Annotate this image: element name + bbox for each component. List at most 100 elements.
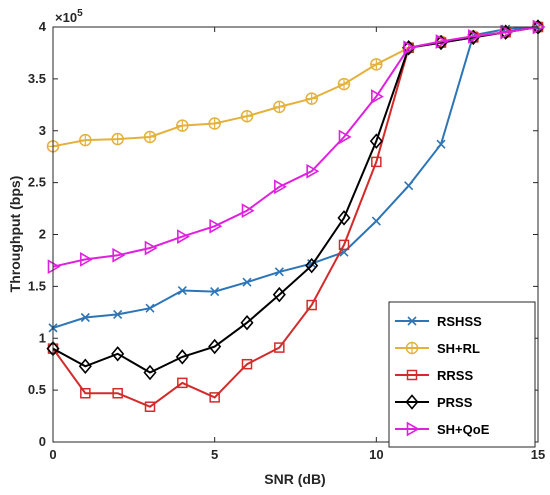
marker-diamond [78, 358, 92, 375]
series-line-prss [52, 26, 539, 374]
legend-label: RRSS [437, 368, 473, 383]
data-point-sh-qoe [144, 240, 158, 256]
marker-diamond [111, 346, 125, 362]
data-point-prss [175, 349, 189, 365]
data-point-rrss [80, 387, 91, 399]
series-line-sh-qoe [52, 26, 539, 268]
legend-item-sh-rl: SH+RL [395, 341, 480, 356]
legend-label: PRSS [437, 395, 473, 410]
data-point-prss [305, 257, 319, 274]
marker-triangle [468, 28, 481, 44]
x-axis-label: SNR (dB) [264, 471, 325, 487]
marker-triangle [209, 218, 223, 234]
y-tick-label: 0.5 [28, 382, 46, 397]
y-scale-exponent: 5 [77, 8, 83, 19]
marker-triangle [338, 129, 352, 145]
data-point-sh-rl [305, 92, 318, 105]
series-line-rshss [52, 26, 539, 329]
marker-triangle [274, 179, 287, 195]
series-rshss [48, 22, 543, 333]
data-point-rrss [241, 358, 253, 370]
data-point-sh-rl [370, 58, 383, 71]
marker-stroke [407, 316, 417, 326]
y-scale-label: ×105 [55, 8, 83, 25]
marker-triangle [112, 247, 126, 263]
marker-triangle [80, 252, 93, 267]
data-point-rrss [112, 387, 123, 399]
data-point-rshss [177, 285, 187, 296]
marker-stroke [242, 277, 252, 287]
y-tick-label: 1 [39, 330, 46, 345]
data-point-sh-rl [111, 132, 124, 146]
data-point-sh-qoe [403, 40, 417, 56]
data-point-sh-qoe [80, 252, 93, 267]
marker-square [406, 369, 418, 381]
marker-square [306, 299, 317, 311]
marker-stroke [404, 181, 414, 191]
data-point-rrss [209, 392, 220, 403]
marker-square [274, 342, 285, 353]
data-point-prss [143, 364, 157, 381]
data-point-sh-rl [176, 119, 189, 132]
marker-stroke [436, 139, 446, 149]
marker-triangle [47, 259, 61, 275]
marker-square [112, 387, 123, 399]
data-point-prss [272, 286, 286, 303]
data-point-rshss [113, 309, 123, 319]
marker-diamond [208, 338, 222, 355]
x-tick-label: 15 [531, 447, 545, 462]
marker-square [338, 239, 350, 251]
marker-square [144, 401, 156, 412]
y-tick-label: 0 [39, 434, 46, 449]
data-point-rrss [338, 239, 350, 251]
marker-triangle [306, 163, 320, 179]
data-point-rshss [145, 303, 155, 313]
data-point-sh-qoe [112, 247, 126, 263]
data-point-rshss [436, 139, 446, 149]
legend: RSHSS SH+RL RRSS PRSS SH+QoE [388, 301, 536, 448]
data-point-sh-qoe [435, 34, 449, 49]
marker-triangle [177, 229, 190, 244]
data-point-prss [240, 314, 254, 331]
data-point-prss [111, 346, 125, 362]
x-tick-label: 0 [49, 447, 56, 462]
marker-stroke [113, 309, 123, 319]
marker-square [80, 387, 91, 399]
legend-marker [406, 369, 418, 381]
legend-item-rrss: RRSS [395, 368, 473, 383]
marker-diamond [337, 210, 351, 226]
marker-square [371, 156, 382, 168]
marker-diamond [143, 364, 157, 381]
data-point-rshss [210, 286, 220, 297]
y-tick-label: 4 [39, 19, 47, 34]
series-layer [46, 19, 546, 412]
marker-stroke [274, 267, 284, 277]
marker-triangle [500, 24, 514, 40]
y-tick-label: 1.5 [28, 278, 46, 293]
data-point-sh-qoe [371, 89, 384, 104]
data-point-prss [208, 338, 222, 355]
marker-stroke [210, 286, 220, 297]
marker-triangle [371, 89, 384, 104]
data-point-rrss [371, 156, 382, 168]
data-point-rshss [274, 267, 284, 277]
legend-marker [407, 316, 417, 326]
y-tick-label: 3.5 [28, 71, 46, 86]
legend-item-sh-qoe: SH+QoE [395, 421, 490, 437]
marker-triangle [403, 40, 417, 56]
axes-layer: 0 0.5 1 1.5 2 2.5 3 3.5 4 0 5 10 15 [28, 19, 545, 462]
data-point-sh-qoe [468, 28, 481, 44]
marker-diamond [272, 286, 286, 303]
marker-square [177, 377, 188, 389]
marker-diamond [175, 349, 189, 365]
series-sh-qoe [47, 19, 546, 275]
data-point-sh-qoe [306, 163, 320, 179]
data-point-rrss [177, 377, 188, 389]
data-point-sh-rl [240, 109, 254, 123]
legend-label: SH+RL [437, 341, 480, 356]
legend-marker [405, 394, 419, 410]
legend-label: SH+QoE [437, 422, 490, 437]
marker-diamond [305, 257, 319, 274]
